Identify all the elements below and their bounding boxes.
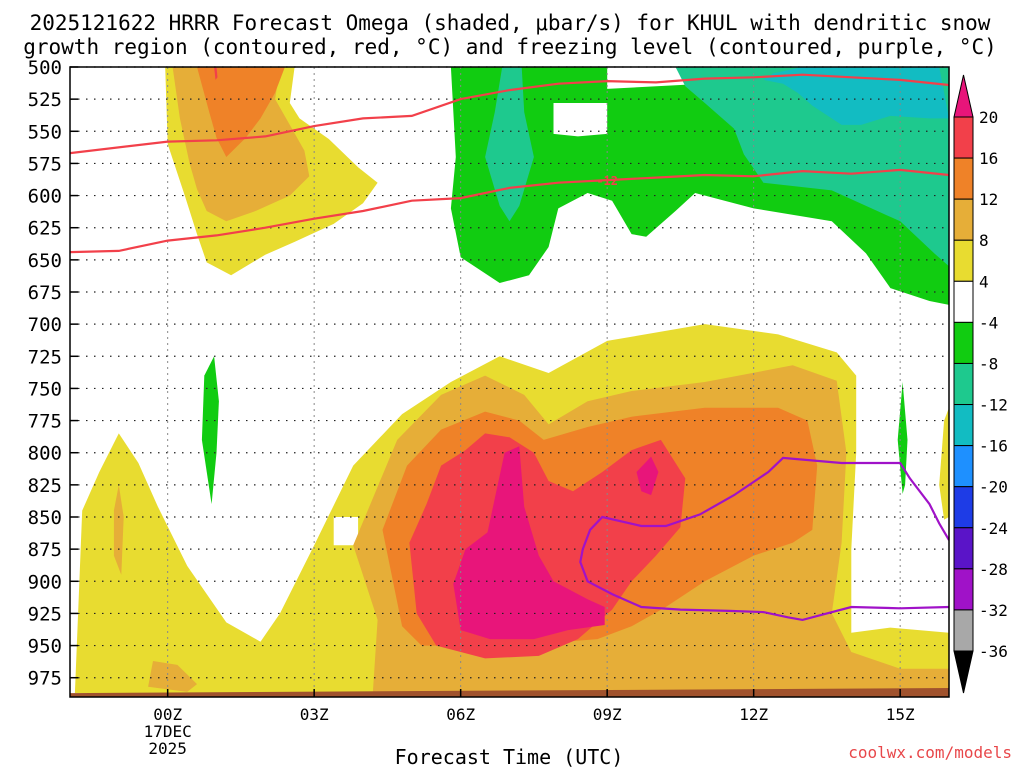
colorbar-label-16: 16: [979, 149, 998, 168]
omega-region--8-9: [201, 356, 219, 505]
colorbar-bin--20--16: [953, 445, 974, 488]
x-tick-label-00Z: 00Z: [153, 705, 182, 724]
omega-region--12-8: [763, 67, 949, 125]
freezing-level-lower: [579, 548, 949, 622]
x-tick-label-09Z: 09Z: [593, 705, 622, 724]
y-tick-label-875: 875: [28, 539, 62, 561]
dgz-contour-label: -12: [596, 174, 618, 188]
colorbar-bin--8--4: [953, 321, 974, 364]
y-tick-label-575: 575: [28, 153, 62, 175]
y-tick-label-725: 725: [28, 346, 62, 368]
colorbar-label--28: -28: [979, 560, 1008, 579]
freezing-level-upper: [581, 456, 949, 550]
omega-region-20-20: [636, 456, 659, 496]
dgz-contour-0: [70, 73, 949, 155]
colorbar-label--36: -36: [979, 642, 1008, 661]
colorbar-label-4: 4: [979, 272, 989, 291]
x-date-line-2: 2025: [148, 739, 187, 758]
colorbar-label--32: -32: [979, 601, 1008, 620]
colorbar-bin--28--24: [953, 527, 974, 570]
omega-region-20-19: [453, 446, 605, 640]
colorbar-label--4: -4: [979, 313, 998, 332]
y-tick-label-775: 775: [28, 411, 62, 433]
colorbar-label-20: 20: [979, 108, 998, 127]
colorbar-bin-4-8: [953, 239, 974, 282]
y-tick-label-950: 950: [28, 636, 62, 658]
colorbar-bin--4-4: [953, 280, 974, 323]
y-tick-label-625: 625: [28, 218, 62, 240]
colorbar-label--8: -8: [979, 354, 998, 373]
y-tick-label-925: 925: [28, 603, 62, 625]
colorbar-bin-12-16: [953, 157, 974, 200]
omega-region-16-3: [214, 67, 218, 80]
y-tick-label-750: 750: [28, 378, 62, 400]
y-tick-label-700: 700: [28, 314, 62, 336]
dgz-contour-1: [70, 168, 949, 254]
omega-region--4-5: [553, 103, 608, 137]
colorbar-bin-16-20: [953, 116, 974, 159]
colorbar-bin--24--20: [953, 486, 974, 529]
footer-credit: coolwx.com/models: [848, 743, 1012, 762]
x-tick-label-03Z: 03Z: [300, 705, 329, 724]
x-tick-label-15Z: 15Z: [886, 705, 915, 724]
colorbar-cap-bottom: [953, 650, 974, 694]
colorbar-bin--16--12: [953, 404, 974, 447]
y-tick-label-825: 825: [28, 475, 62, 497]
colorbar-cap-top: [953, 74, 974, 118]
y-tick-label-650: 650: [28, 250, 62, 272]
omega-region--8-10: [897, 382, 908, 494]
omega-region--4-12: [333, 517, 359, 546]
omega-shading: [74, 67, 949, 695]
omega-region-12-2: [197, 67, 285, 157]
x-date-line-1: 17DEC: [144, 722, 192, 741]
plot-area: -12: [69, 66, 950, 698]
y-tick-label-500: 500: [28, 57, 62, 79]
y-tick-label-525: 525: [28, 89, 62, 111]
omega-region-8-16: [148, 661, 197, 692]
colorbar-label--16: -16: [979, 437, 1008, 456]
colorbar-label-12: 12: [979, 190, 998, 209]
y-tick-label-675: 675: [28, 282, 62, 304]
chart-title-line-1: 2025121622 HRRR Forecast Omega (shaded, …: [30, 11, 991, 35]
colorbar-bin-8-12: [953, 198, 974, 241]
omega-region--8-7: [485, 67, 534, 222]
omega-region-8-15: [113, 484, 124, 575]
y-tick-label-600: 600: [28, 186, 62, 208]
y-tick-label-975: 975: [28, 668, 62, 690]
y-axis: 500 525 550 575 600 625 650 675 700 725 750 775 800 8…: [28, 57, 78, 690]
omega-region-4-13: [939, 407, 949, 520]
colorbar: 20 16 12 8 4 -4 -8 -12 -16 -20 -24 -28 -32 -36: [953, 74, 1008, 694]
y-tick-label-800: 800: [28, 443, 62, 465]
colorbar-bin--32--28: [953, 568, 974, 611]
colorbar-label-8: 8: [979, 231, 989, 250]
y-tick-label-550: 550: [28, 121, 62, 143]
chart-title-line-2: growth region (contoured, red, °C) and f…: [23, 35, 997, 59]
colorbar-label--20: -20: [979, 478, 1008, 497]
y-tick-label-850: 850: [28, 507, 62, 529]
contours: -12: [70, 73, 949, 622]
y-tick-label-900: 900: [28, 571, 62, 593]
colorbar-label--12: -12: [979, 396, 1008, 415]
colorbar-label--24: -24: [979, 519, 1008, 538]
x-tick-label-06Z: 06Z: [446, 705, 475, 724]
terrain-surface: [70, 688, 949, 697]
x-tick-label-12Z: 12Z: [739, 705, 768, 724]
colorbar-bin--12--8: [953, 362, 974, 406]
colorbar-bin--36--32: [953, 609, 974, 652]
x-axis-label: Forecast Time (UTC): [395, 745, 624, 768]
plot-frame: [69, 66, 950, 698]
omega-region-8-1: [172, 67, 310, 222]
